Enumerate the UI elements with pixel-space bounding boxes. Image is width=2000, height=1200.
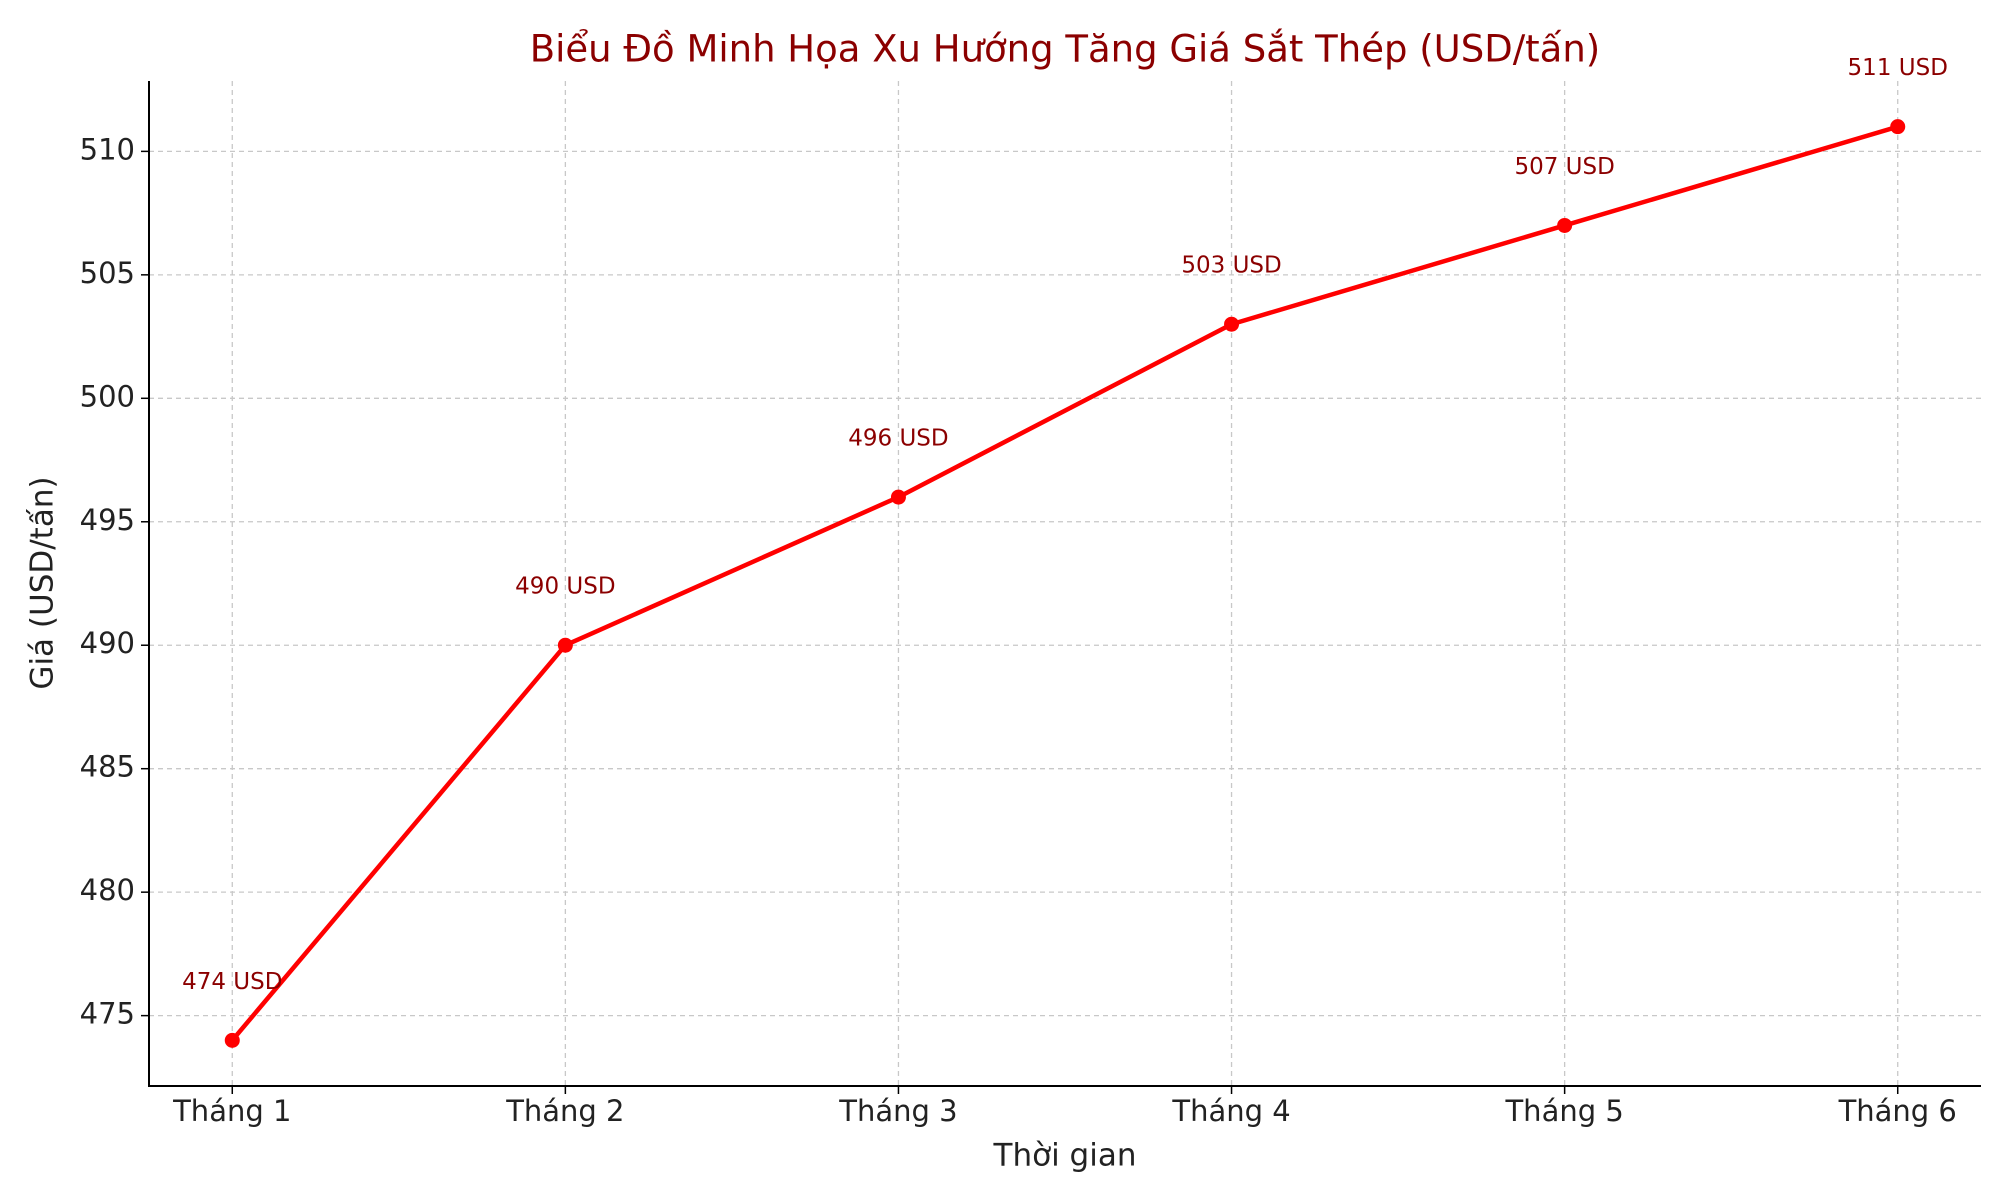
data-label: 474 USD	[182, 969, 282, 995]
chart-title: Biểu Đồ Minh Họa Xu Hướng Tăng Giá Sắt T…	[530, 28, 1601, 71]
y-tick-label: 495	[80, 503, 135, 537]
x-tick-label: Tháng 3	[838, 1094, 957, 1128]
point	[1557, 217, 1573, 233]
axis-lines	[148, 81, 1981, 1087]
y-axis-label: Giá (USD/tấn)	[25, 476, 61, 689]
data-label: 490 USD	[515, 574, 615, 600]
y-tick-label: 475	[80, 997, 135, 1031]
x-tick-label: Tháng 1	[172, 1094, 291, 1128]
y-tick-label: 510	[80, 132, 135, 166]
y-tick-label: 480	[80, 873, 135, 907]
x-tick-label: Tháng 4	[1171, 1094, 1290, 1128]
x-tick-label: Tháng 5	[1504, 1094, 1623, 1128]
x-tick-label: Tháng 2	[505, 1094, 624, 1128]
point	[1890, 119, 1906, 135]
line	[230, 124, 1899, 1042]
point	[224, 1032, 240, 1048]
x-tick-label: Tháng 6	[1838, 1094, 1957, 1128]
y-tick-label: 505	[80, 256, 135, 290]
data-label: 507 USD	[1514, 154, 1614, 180]
y-tick-label: 485	[80, 750, 135, 784]
data-label: 511 USD	[1848, 55, 1948, 81]
point	[890, 489, 906, 505]
point	[557, 637, 573, 653]
data-label: 496 USD	[848, 426, 948, 452]
x-axis-label: Thời gian	[993, 1138, 1137, 1174]
y-tick-label: 490	[80, 626, 135, 660]
data-label: 503 USD	[1181, 253, 1281, 279]
y-tick-label: 500	[80, 379, 135, 413]
point	[1224, 316, 1240, 332]
